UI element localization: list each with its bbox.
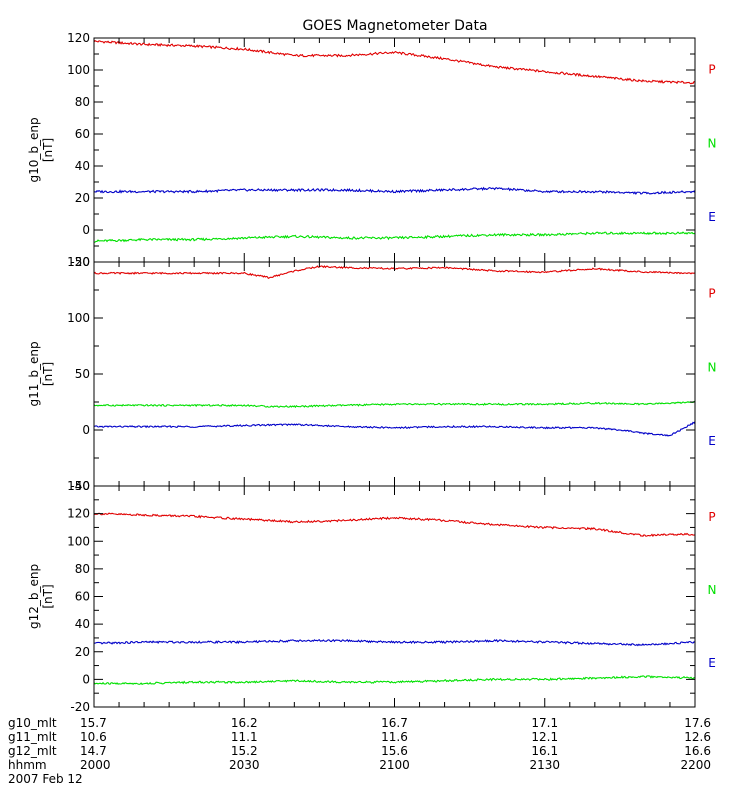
y-tick-label: 0 (82, 672, 90, 686)
footer-row-label: g11_mlt (8, 730, 57, 744)
footer-value: 12.6 (684, 730, 711, 744)
series-line-E (94, 639, 695, 647)
panel-g10_b_enp: P N E 120 100 80 60 40 20 0 -20 g10_b_enp [nT] (27, 31, 716, 269)
y-tick-label: 20 (75, 191, 90, 205)
y-tick-label: 0 (82, 423, 90, 437)
date-label: 2007 Feb 12 (8, 772, 83, 786)
panel-frame (93, 485, 696, 708)
component-label-N: N (708, 583, 717, 597)
component-label-N: N (708, 360, 717, 374)
y-tick-label: 20 (75, 645, 90, 659)
y-tick-label: 40 (75, 159, 90, 173)
footer-value: 11.1 (231, 730, 258, 744)
footer-value: 17.6 (684, 716, 711, 730)
y-tick-label: -20 (70, 255, 90, 269)
y-tick-label: 60 (75, 127, 90, 141)
series-line-N (94, 400, 695, 409)
y-axis-unit: [nT] (41, 584, 55, 608)
footer-value: 16.2 (231, 716, 258, 730)
series-line-P (94, 40, 695, 85)
footer-value: 16.1 (531, 744, 558, 758)
footer-value: 2130 (529, 758, 560, 772)
footer-value: 2200 (680, 758, 711, 772)
panel-frame (93, 261, 696, 487)
footer-value: 17.1 (531, 716, 558, 730)
chart-footer: g10_mlt 15.7 16.2 16.7 17.1 17.6 g11_mlt 10.6 11… (8, 716, 711, 786)
footer-value: 16.6 (684, 744, 711, 758)
y-tick-label: 80 (75, 562, 90, 576)
footer-value: 15.6 (381, 744, 408, 758)
footer-value: 15.2 (231, 744, 258, 758)
y-tick-label: 80 (75, 95, 90, 109)
footer-value: 2100 (379, 758, 410, 772)
footer-value: 11.6 (381, 730, 408, 744)
footer-row-label: g12_mlt (8, 744, 57, 758)
panel-g12_b_enp: P N E 140 120 100 80 60 40 20 0 -20 g12_b_enp [nT] (27, 479, 716, 714)
y-tick-label: 60 (75, 590, 90, 604)
y-tick-label: 150 (67, 255, 90, 269)
footer-value: 10.6 (80, 730, 107, 744)
component-label-E: E (708, 210, 716, 224)
component-label-P: P (708, 510, 715, 524)
y-tick-label: -50 (70, 479, 90, 493)
panel-frame (93, 37, 696, 263)
footer-value: 16.7 (381, 716, 408, 730)
y-tick-label: 100 (67, 63, 90, 77)
series-line-N (94, 231, 695, 243)
footer-value: 2000 (80, 758, 111, 772)
y-tick-label: 120 (67, 507, 90, 521)
y-tick-label: 100 (67, 534, 90, 548)
component-label-N: N (708, 136, 717, 150)
y-axis-label: g11_b_enp (27, 341, 41, 406)
footer-row-label: g10_mlt (8, 716, 57, 730)
component-label-P: P (708, 62, 715, 76)
y-tick-label: 100 (67, 311, 90, 325)
series-line-E (94, 186, 695, 196)
footer-value: 12.1 (531, 730, 558, 744)
component-label-E: E (708, 434, 716, 448)
series-line-E (94, 421, 695, 437)
y-axis-label: g10_b_enp (27, 117, 41, 182)
footer-row-label: hhmm (8, 758, 47, 772)
footer-value: 14.7 (80, 744, 107, 758)
y-tick-label: -20 (70, 700, 90, 714)
y-axis-unit: [nT] (41, 138, 55, 162)
y-axis-label: g12_b_enp (27, 564, 41, 629)
y-tick-label: 0 (82, 223, 90, 237)
series-line-N (94, 675, 695, 686)
panel-g11_b_enp: P N E 150 100 50 0 -50 g11_b_enp [nT] (27, 255, 716, 493)
chart-title: GOES Magnetometer Data (302, 18, 487, 34)
footer-value: 2030 (229, 758, 260, 772)
y-tick-label: 120 (67, 31, 90, 45)
component-label-E: E (708, 656, 716, 670)
y-tick-label: 50 (75, 367, 90, 381)
footer-value: 15.7 (80, 716, 107, 730)
series-line-P (94, 512, 695, 538)
component-label-P: P (708, 286, 715, 300)
y-tick-label: 40 (75, 617, 90, 631)
y-axis-unit: [nT] (41, 362, 55, 386)
y-tick-label: 140 (67, 479, 90, 493)
